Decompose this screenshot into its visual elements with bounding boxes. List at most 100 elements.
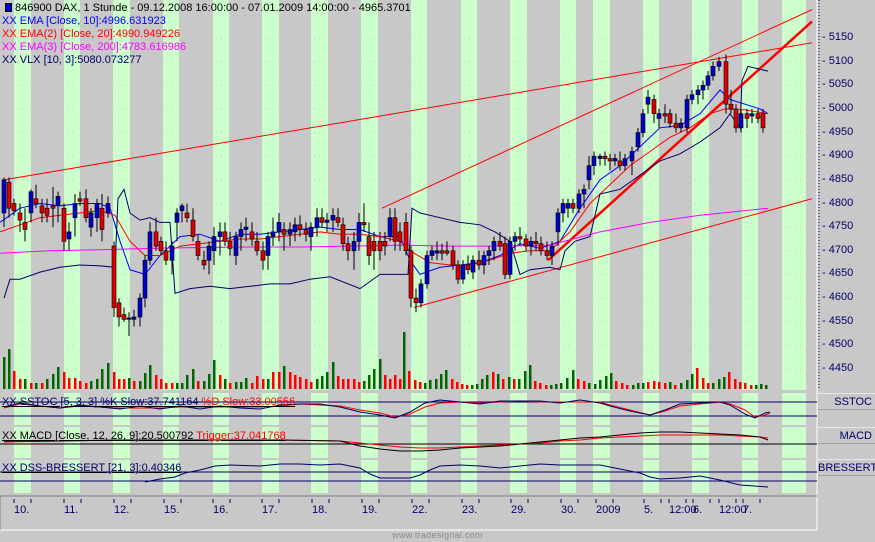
x-tick-label: 17. [262, 504, 278, 516]
volume-bar [476, 384, 479, 389]
session-stripe [411, 460, 427, 493]
candle-body [716, 61, 722, 67]
volume-bar [57, 367, 60, 389]
tab-sstoc[interactable]: SSTOC [818, 393, 875, 410]
session-stripe [560, 0, 576, 390]
candle-body [497, 241, 503, 247]
volume-bar [245, 378, 248, 389]
macd-legend[interactable]: XX MACD [Close, 12, 26, 9]:20.500792 Tri… [2, 430, 286, 442]
candle-body [728, 103, 734, 110]
volume-bar [113, 372, 116, 389]
trendline [413, 198, 813, 309]
candle-body [555, 212, 561, 233]
tab-macd[interactable]: MACD [818, 427, 875, 444]
dss-legend[interactable]: XX DSS-BRESSERT [21, 3]:0.40346 [2, 462, 181, 474]
legend-vlx[interactable]: XX VLX [10, 3]:5080.073277 [2, 54, 411, 67]
sstoc-legend[interactable]: XX SSTOC [5, 3, 3] %K Slow:37.741164 %D … [2, 396, 295, 408]
volume-bar [294, 375, 297, 389]
x-tick-label: 19. [362, 504, 378, 516]
volume-bar [524, 371, 527, 389]
volume-bar [545, 385, 548, 389]
candle-body [733, 108, 739, 129]
tab-bressert[interactable]: BRESSERT [818, 459, 875, 476]
candle-body [276, 222, 282, 233]
volume-bar [445, 370, 448, 389]
session-stripe [593, 427, 610, 458]
candle-body [760, 113, 766, 129]
volume-bar [653, 381, 656, 389]
candle-body [424, 255, 430, 285]
volume-bar [712, 383, 715, 389]
session-stripe [262, 427, 279, 458]
candle-body [622, 158, 628, 166]
volume-bar [760, 384, 763, 389]
volume-bar [272, 372, 275, 389]
candle-body [116, 302, 122, 318]
candle-body [507, 241, 513, 275]
candle-body [99, 207, 105, 230]
session-stripe [461, 460, 477, 493]
candle-body [324, 219, 330, 223]
session-stripe [692, 0, 709, 390]
session-stripe [742, 393, 758, 425]
volume-bar [529, 365, 532, 389]
volume-bar [353, 379, 356, 389]
volume-bar [744, 383, 747, 389]
candle-body [243, 226, 249, 230]
candle-body [528, 241, 534, 247]
candle-body [576, 193, 582, 209]
candle-body [260, 250, 266, 261]
candle-body [689, 94, 695, 100]
volume-bar [755, 385, 758, 389]
volume-bar [728, 372, 731, 389]
indicator-line [3, 65, 769, 299]
candle-body [6, 181, 12, 209]
volume-bar [8, 349, 11, 389]
candle-body [738, 113, 744, 129]
legend-ema10[interactable]: XX EMA [Close, 10]:4996.631923 [2, 15, 411, 28]
volume-bar [566, 378, 569, 389]
volume-bar [368, 375, 371, 389]
volume-bar [208, 374, 211, 389]
session-stripe [262, 0, 279, 390]
candle-body [88, 212, 94, 228]
volume-bar [632, 385, 635, 389]
volume-bar [219, 375, 222, 389]
legend-ema200-label: XX EMA(3) [Close, 200]:4783.616986 [2, 41, 187, 53]
session-stripe [311, 427, 328, 458]
x-tick-label: 30. [561, 504, 577, 516]
session-stripe [782, 460, 806, 493]
volume-bar [203, 381, 206, 389]
candle-body [121, 314, 127, 320]
x-tick-label: 23. [462, 504, 478, 516]
candle-body [450, 250, 456, 266]
volume-bar [466, 385, 469, 389]
session-stripe [213, 393, 229, 425]
candle-body [460, 264, 466, 280]
volume-bar [30, 383, 33, 389]
candle-body [602, 155, 608, 159]
legend-ema20[interactable]: XX EMA(2) [Close, 20]:4990.949226 [2, 28, 411, 41]
legend-vlx-label: XX VLX [10, 3]:5080.073277 [2, 54, 142, 66]
y-tick-label: - 5150 [822, 31, 854, 43]
candle-body [94, 203, 100, 218]
volume-bar [696, 368, 699, 389]
volume-bar [707, 383, 710, 389]
session-stripe [14, 0, 31, 390]
candle-body [710, 66, 716, 77]
session-stripe [510, 460, 527, 493]
volume-bar [560, 383, 563, 389]
volume-bar [262, 379, 265, 389]
x-tick-label: 6. [693, 504, 703, 516]
volume-bar [435, 379, 438, 389]
legend-ema200[interactable]: XX EMA(3) [Close, 200]:4783.616986 [2, 41, 411, 54]
dss-label: XX DSS-BRESSERT [21, 3]:0.40346 [2, 462, 182, 474]
x-tick-label: 10. [14, 504, 30, 516]
session-stripe [113, 427, 130, 458]
candle-body [382, 241, 388, 247]
session-stripe [560, 393, 576, 425]
candle-body [190, 219, 196, 237]
volume-bar [363, 381, 366, 389]
volume-bar [19, 379, 22, 389]
